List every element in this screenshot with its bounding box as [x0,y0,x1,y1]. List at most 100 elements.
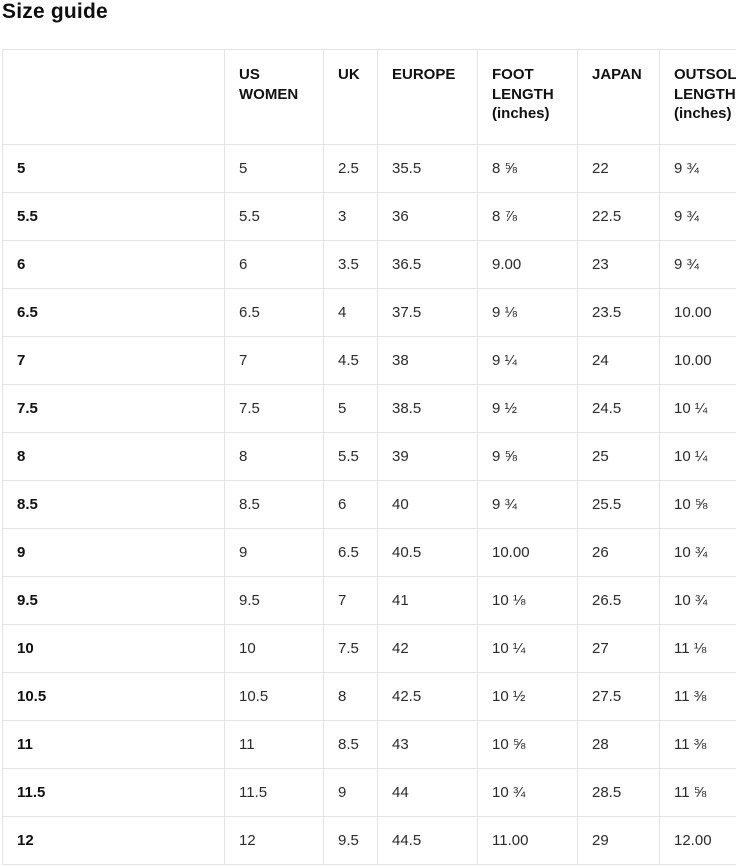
cell-us_women: 11.5 [224,768,324,817]
cell-europe: 42 [377,624,478,673]
cell-japan: 24.5 [577,384,660,433]
table-row: 12 12 9.5 44.5 11.00 29 12.00 [2,816,736,865]
cell-us_women: 5 [224,144,324,193]
cell-japan: 25 [577,432,660,481]
cell-europe: 36.5 [377,240,478,289]
cell-uk: 3 [323,192,378,241]
row-size-label: 11.5 [2,768,225,817]
cell-foot_length: 9.00 [477,240,578,289]
column-header-uk: UK [323,49,378,145]
cell-japan: 26.5 [577,576,660,625]
cell-japan: 22.5 [577,192,660,241]
table-row: 9.5 9.5 7 41 10 ⅛ 26.5 10 ¾ [2,576,736,625]
cell-japan: 26 [577,528,660,577]
cell-uk: 4.5 [323,336,378,385]
table-row: 7.5 7.5 5 38.5 9 ½ 24.5 10 ¼ [2,384,736,433]
cell-japan: 23 [577,240,660,289]
cell-japan: 28.5 [577,768,660,817]
cell-uk: 8.5 [323,720,378,769]
cell-outsole_length: 12.00 [659,816,736,865]
cell-europe: 39 [377,432,478,481]
table-row: 7 7 4.5 38 9 ¼ 24 10.00 [2,336,736,385]
cell-us_women: 6 [224,240,324,289]
cell-europe: 42.5 [377,672,478,721]
row-size-label: 6.5 [2,288,225,337]
cell-foot_length: 10 ¼ [477,624,578,673]
table-row: 11 11 8.5 43 10 ⅝ 28 11 ⅜ [2,720,736,769]
cell-us_women: 10 [224,624,324,673]
cell-foot_length: 9 ⅛ [477,288,578,337]
cell-japan: 22 [577,144,660,193]
table-row: 8.5 8.5 6 40 9 ¾ 25.5 10 ⅝ [2,480,736,529]
cell-foot_length: 9 ½ [477,384,578,433]
cell-foot_length: 11.00 [477,816,578,865]
cell-europe: 36 [377,192,478,241]
cell-foot_length: 10 ⅝ [477,720,578,769]
row-size-label: 5 [2,144,225,193]
cell-outsole_length: 10 ¼ [659,384,736,433]
cell-uk: 6.5 [323,528,378,577]
size-guide-table: US WOMEN UK EUROPE FOOT LENGTH (inches) JAPA… [2,49,736,865]
column-header-us_women: US WOMEN [224,49,324,145]
cell-uk: 2.5 [323,144,378,193]
column-header-japan: JAPAN [577,49,660,145]
row-size-label: 9.5 [2,576,225,625]
row-size-label: 11 [2,720,225,769]
cell-outsole_length: 10 ¾ [659,576,736,625]
cell-uk: 4 [323,288,378,337]
cell-us_women: 9.5 [224,576,324,625]
cell-outsole_length: 9 ¾ [659,144,736,193]
table-body: 5 5 2.5 35.5 8 ⅝ 22 9 ¾ 5.5 5.5 3 36 8 ⅞ 22.5 9 ¾ 6 6 3.… [2,144,736,865]
cell-europe: 40 [377,480,478,529]
row-size-label: 5.5 [2,192,225,241]
row-size-label: 10.5 [2,672,225,721]
row-size-label: 9 [2,528,225,577]
cell-foot_length: 10 ⅛ [477,576,578,625]
cell-us_women: 7 [224,336,324,385]
column-header-europe: EUROPE [377,49,478,145]
cell-foot_length: 10 ½ [477,672,578,721]
cell-uk: 5 [323,384,378,433]
table-row: 10.5 10.5 8 42.5 10 ½ 27.5 11 ⅜ [2,672,736,721]
cell-outsole_length: 11 ⅝ [659,768,736,817]
cell-uk: 9 [323,768,378,817]
cell-outsole_length: 9 ¾ [659,240,736,289]
cell-foot_length: 8 ⅝ [477,144,578,193]
page-title: Size guide [2,0,108,23]
table-row: 11.5 11.5 9 44 10 ¾ 28.5 11 ⅝ [2,768,736,817]
cell-outsole_length: 11 ⅛ [659,624,736,673]
table-row: 10 10 7.5 42 10 ¼ 27 11 ⅛ [2,624,736,673]
cell-japan: 29 [577,816,660,865]
cell-japan: 23.5 [577,288,660,337]
row-size-label: 12 [2,816,225,865]
cell-uk: 7 [323,576,378,625]
cell-foot_length: 10.00 [477,528,578,577]
cell-uk: 7.5 [323,624,378,673]
row-size-label: 7 [2,336,225,385]
cell-europe: 35.5 [377,144,478,193]
cell-europe: 38.5 [377,384,478,433]
cell-uk: 8 [323,672,378,721]
cell-us_women: 12 [224,816,324,865]
cell-outsole_length: 10 ⅝ [659,480,736,529]
table-row: 8 8 5.5 39 9 ⅝ 25 10 ¼ [2,432,736,481]
cell-us_women: 7.5 [224,384,324,433]
cell-europe: 37.5 [377,288,478,337]
cell-japan: 25.5 [577,480,660,529]
table-row: 6 6 3.5 36.5 9.00 23 9 ¾ [2,240,736,289]
table-row: 5 5 2.5 35.5 8 ⅝ 22 9 ¾ [2,144,736,193]
cell-us_women: 9 [224,528,324,577]
header-row: US WOMEN UK EUROPE FOOT LENGTH (inches) JAPA… [2,49,736,145]
table-row: 5.5 5.5 3 36 8 ⅞ 22.5 9 ¾ [2,192,736,241]
cell-uk: 5.5 [323,432,378,481]
cell-europe: 38 [377,336,478,385]
cell-outsole_length: 9 ¾ [659,192,736,241]
row-size-label: 7.5 [2,384,225,433]
cell-outsole_length: 10 ¼ [659,432,736,481]
table-header: US WOMEN UK EUROPE FOOT LENGTH (inches) JAPA… [2,49,736,145]
cell-us_women: 6.5 [224,288,324,337]
cell-uk: 6 [323,480,378,529]
cell-europe: 44 [377,768,478,817]
cell-uk: 3.5 [323,240,378,289]
